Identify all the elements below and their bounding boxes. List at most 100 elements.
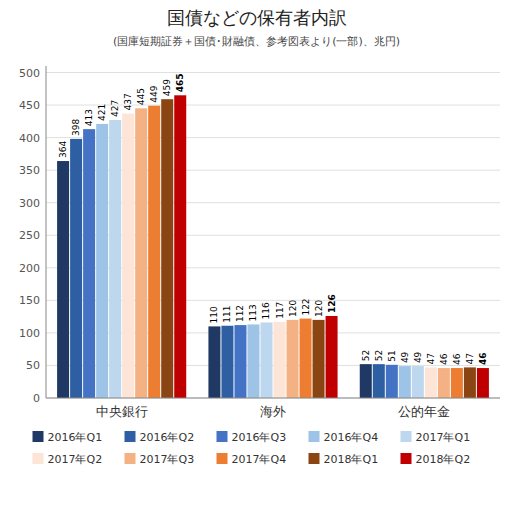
bar (208, 326, 220, 398)
data-label: 46 (452, 353, 462, 365)
data-label: 46 (478, 353, 488, 366)
legend: 2016年Q1 2016年Q2 2016年Q3 2016年Q4 2017年Q1 2017年… (33, 431, 471, 466)
bar (477, 368, 489, 398)
x-tick-label: 海外 (260, 404, 286, 419)
data-label: 49 (400, 351, 410, 363)
data-label: 111 (222, 306, 232, 323)
bar (148, 106, 160, 398)
bar (386, 365, 398, 398)
y-tick-label: 300 (19, 197, 40, 210)
data-label: 49 (413, 351, 423, 363)
data-label: 47 (465, 353, 475, 364)
x-tick-label: 中央銀行 (96, 404, 148, 419)
data-label: 52 (361, 350, 371, 361)
data-labels: 364 110 52 398 111 52 413 112 51 421 113 49 427 116 49… (58, 73, 488, 365)
y-tick-label: 150 (19, 294, 40, 307)
bar (326, 316, 338, 398)
legend-swatch (401, 431, 412, 442)
data-label: 437 (123, 93, 133, 110)
legend-label: 2017年Q1 (416, 431, 471, 444)
legend-label: 2018年Q1 (324, 453, 379, 466)
legend-label: 2016年Q3 (232, 431, 287, 444)
y-tick-label: 350 (19, 164, 40, 177)
chart: 国債などの保有者内訳 (国庫短期証券＋国債･財融債、参考図表より(一部)、兆円) 0… (0, 0, 513, 513)
data-label: 110 (209, 306, 219, 323)
legend-label: 2016年Q1 (48, 431, 103, 444)
y-tick-label: 0 (33, 392, 40, 405)
legend-swatch (125, 431, 136, 442)
data-label: 445 (136, 88, 146, 105)
legend-label: 2016年Q4 (324, 431, 379, 444)
y-tick-label: 200 (19, 262, 40, 275)
data-label: 113 (248, 304, 258, 321)
bar (174, 95, 186, 398)
bar (399, 366, 411, 398)
bar (360, 364, 372, 398)
bar (161, 99, 173, 398)
y-tick-label: 250 (19, 229, 40, 242)
legend-swatch (33, 453, 44, 464)
bar (274, 322, 286, 398)
data-label: 421 (97, 104, 107, 121)
bar (83, 129, 95, 398)
data-label: 52 (374, 350, 384, 361)
bar (135, 108, 147, 398)
legend-swatch (401, 453, 412, 464)
grid-line (46, 398, 500, 399)
legend-swatch (217, 453, 228, 464)
data-label: 398 (71, 118, 81, 135)
y-tick-label: 400 (19, 132, 40, 145)
bar (425, 367, 437, 398)
legend-swatch (217, 431, 228, 442)
bar (70, 139, 82, 398)
data-label: 413 (84, 109, 94, 126)
grid (46, 73, 500, 398)
data-label: 51 (387, 350, 397, 361)
legend-label: 2017年Q4 (232, 453, 287, 466)
data-label: 427 (110, 100, 120, 117)
y-tick-label: 500 (19, 67, 40, 80)
data-label: 112 (235, 305, 245, 322)
data-label: 122 (301, 298, 311, 315)
legend-label: 2017年Q2 (48, 453, 103, 466)
bar (122, 114, 134, 398)
bar (221, 326, 233, 398)
bar (247, 324, 259, 398)
bar (373, 364, 385, 398)
data-label: 449 (149, 85, 159, 102)
bar (412, 366, 424, 398)
bar (96, 124, 108, 398)
bar (313, 320, 325, 398)
data-label: 120 (288, 299, 298, 316)
y-tick-label: 50 (26, 359, 40, 372)
legend-swatch (125, 453, 136, 464)
legend-swatch (309, 431, 320, 442)
bar (300, 319, 312, 398)
legend-label: 2017年Q3 (140, 453, 195, 466)
legend-label: 2016年Q2 (140, 431, 195, 444)
subtitle: (国庫短期証券＋国債･財融債、参考図表より(一部)、兆円) (113, 35, 400, 48)
bar (57, 161, 69, 398)
legend-swatch (33, 431, 44, 442)
data-label: 116 (261, 302, 271, 319)
bar (438, 368, 450, 398)
bar (464, 367, 476, 398)
data-label: 459 (162, 79, 172, 96)
data-label: 126 (327, 294, 337, 313)
legend-swatch (309, 453, 320, 464)
data-label: 120 (314, 299, 324, 316)
x-axis-line (46, 398, 500, 399)
data-label: 117 (275, 302, 285, 319)
y-tick-label: 100 (19, 327, 40, 340)
title: 国債などの保有者内訳 (167, 7, 347, 28)
y-axis-line (46, 66, 47, 398)
bar (451, 368, 463, 398)
data-label: 364 (58, 141, 68, 158)
bar (260, 322, 272, 398)
bar (287, 320, 299, 398)
grid-line (46, 72, 500, 73)
bars (57, 95, 489, 398)
bar (109, 120, 121, 398)
bar (234, 325, 246, 398)
legend-label: 2018年Q2 (416, 453, 471, 466)
